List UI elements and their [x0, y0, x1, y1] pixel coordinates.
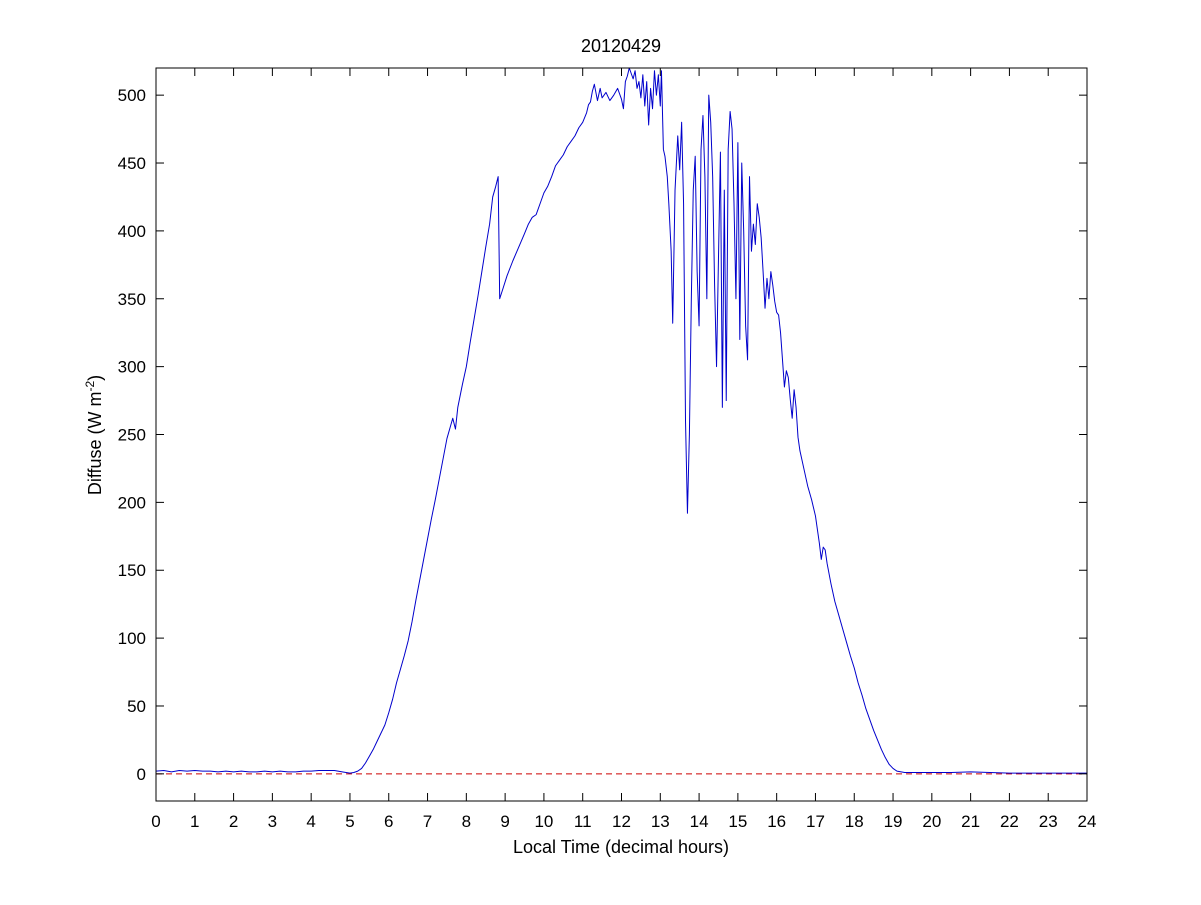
x-tick-label: 6 — [384, 812, 393, 831]
x-tick-label: 4 — [306, 812, 315, 831]
x-tick-label: 7 — [423, 812, 432, 831]
y-axis-title: Diffuse (W m-2) — [83, 375, 105, 495]
x-tick-label: 1 — [190, 812, 199, 831]
series-line — [155, 67, 1087, 774]
y-axis-title-superscript: -2 — [83, 380, 97, 391]
series-layer — [155, 67, 1087, 774]
y-tick-label: 150 — [118, 561, 146, 580]
y-tick-label: 450 — [118, 154, 146, 173]
x-tick-label: 12 — [612, 812, 631, 831]
x-tick-label: 20 — [922, 812, 941, 831]
y-tick-label: 500 — [118, 86, 146, 105]
plot-area — [156, 68, 1087, 801]
x-tick-label: 21 — [961, 812, 980, 831]
x-axis-title: Local Time (decimal hours) — [513, 837, 729, 857]
x-tick-label: 11 — [574, 812, 592, 831]
x-axis: 0 1 2 3 4 5 6 7 8 9 10 11 12 13 14 15 16 17 18 19 20 21 22 23 24 — [151, 68, 1096, 831]
y-tick-label: 400 — [118, 222, 146, 241]
y-axis-title-suffix: ) — [85, 375, 105, 381]
x-tick-label: 15 — [728, 812, 747, 831]
y-tick-label: 100 — [118, 629, 146, 648]
x-tick-label: 24 — [1078, 812, 1097, 831]
y-axis-title-main: Diffuse (W m — [85, 391, 105, 495]
y-tick-label: 200 — [118, 493, 146, 512]
x-tick-label: 13 — [651, 812, 670, 831]
y-tick-label: 300 — [118, 358, 146, 377]
chart-title: 20120429 — [581, 36, 661, 56]
x-tick-label: 18 — [845, 812, 864, 831]
x-tick-label: 23 — [1039, 812, 1058, 831]
x-tick-label: 14 — [690, 812, 709, 831]
y-axis: 0 50 100 150 200 250 300 350 400 450 500 — [118, 86, 1087, 784]
x-tick-label: 16 — [767, 812, 786, 831]
y-tick-label: 50 — [127, 697, 146, 716]
y-tick-label: 0 — [137, 765, 146, 784]
x-tick-label: 9 — [500, 812, 509, 831]
x-tick-label: 10 — [534, 812, 553, 831]
y-tick-label: 250 — [118, 426, 146, 445]
x-tick-label: 2 — [229, 812, 238, 831]
x-tick-label: 19 — [884, 812, 903, 831]
x-tick-label: 22 — [1000, 812, 1019, 831]
x-tick-label: 8 — [462, 812, 471, 831]
x-tick-label: 0 — [151, 812, 160, 831]
y-tick-label: 350 — [118, 290, 146, 309]
x-tick-label: 5 — [345, 812, 354, 831]
x-tick-label: 3 — [268, 812, 277, 831]
x-tick-label: 17 — [806, 812, 825, 831]
